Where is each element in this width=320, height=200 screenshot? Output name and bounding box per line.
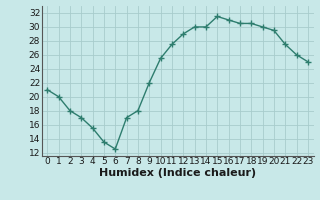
X-axis label: Humidex (Indice chaleur): Humidex (Indice chaleur) (99, 168, 256, 178)
